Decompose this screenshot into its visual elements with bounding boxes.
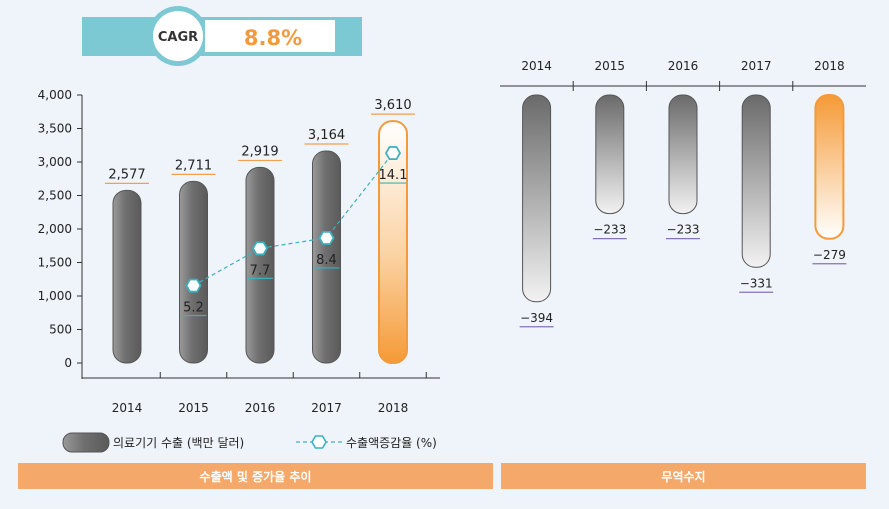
growth-rate-label: 8.4 (316, 253, 337, 268)
bar-value-label: 3,164 (308, 128, 345, 143)
x-tick-label: 2015 (595, 59, 626, 73)
y-tick-label: 3,000 (38, 155, 72, 169)
y-tick-label: 500 (49, 323, 72, 337)
cagr-banner: CAGR 8.8% (82, 6, 432, 66)
y-tick-label: 3,500 (38, 122, 72, 136)
trade-balance-bar (741, 94, 771, 268)
bar-value-label: −331 (740, 276, 773, 290)
export-chart: 0 500 1,000 1,500 2,000 2,500 3,000 3,500 4,000 2… (38, 88, 440, 415)
legend: 의료기기 수출 (백만 달러) 수출액증감율 (%) (62, 432, 437, 453)
y-tick-label: 2,000 (38, 222, 72, 236)
hexagon-marker-icon (311, 435, 327, 449)
bar-value-label: 2,577 (108, 167, 145, 182)
x-tick-label: 2016 (668, 59, 699, 73)
caption-trade-balance: 무역수지 (501, 463, 866, 489)
growth-rate-marker (251, 241, 269, 256)
y-tick-label: 4,000 (38, 88, 72, 102)
trade-balance-bar (814, 94, 845, 240)
trade-balance-bar (522, 94, 552, 303)
trade-balance-bar (595, 94, 625, 215)
growth-rate-label: 7.7 (250, 263, 271, 278)
y-tick-label: 0 (64, 356, 72, 370)
y-tick-label: 2,500 (38, 189, 72, 203)
growth-rate-marker (185, 278, 202, 293)
x-tick-label: 2016 (245, 401, 276, 415)
x-tick-label: 2014 (112, 401, 143, 415)
export-bar (312, 150, 341, 364)
bar-value-label: 2,919 (241, 144, 278, 159)
export-bar (245, 166, 275, 364)
legend-bar-label: 의료기기 수출 (백만 달러) (113, 436, 244, 450)
growth-rate-line (193, 152, 394, 287)
growth-rate-label: 14.1 (379, 168, 408, 183)
x-tick-label: 2018 (814, 59, 845, 73)
x-tick-label: 2017 (741, 59, 772, 73)
cagr-badge (153, 11, 203, 61)
export-bar (378, 120, 408, 364)
bar-value-label: −233 (593, 223, 626, 237)
cagr-label: CAGR (158, 30, 198, 45)
y-tick-label: 1,000 (38, 289, 72, 303)
export-bar (179, 180, 208, 364)
bar-value-label: 3,610 (374, 98, 411, 113)
legend-line-label: 수출액증감율 (%) (346, 436, 437, 450)
x-tick-label: 2017 (311, 401, 342, 415)
bar-value-label: −279 (813, 248, 846, 262)
bar-value-label: −394 (520, 311, 553, 325)
growth-rate-marker (318, 230, 335, 245)
legend-bar-swatch (62, 432, 110, 453)
bar-value-label: −233 (667, 223, 700, 237)
x-tick-label: 2015 (178, 401, 209, 415)
trade-balance-chart: 2014 −394 2015 −233 2016 −233 2017 −331 2018 −279 (500, 59, 866, 328)
caption-export-trend: 수출액 및 증가율 추이 (18, 463, 493, 489)
trade-balance-bar (668, 94, 698, 215)
growth-rate-marker (384, 146, 402, 161)
y-tick-label: 1,500 (38, 256, 72, 270)
x-tick-label: 2018 (378, 401, 409, 415)
x-tick-label: 2014 (521, 59, 552, 73)
cagr-value: 8.8% (244, 26, 302, 50)
cagr-value-box (205, 20, 335, 52)
export-bar (112, 189, 142, 364)
growth-rate-label: 5.2 (183, 301, 204, 316)
bar-value-label: 2,711 (175, 158, 212, 173)
